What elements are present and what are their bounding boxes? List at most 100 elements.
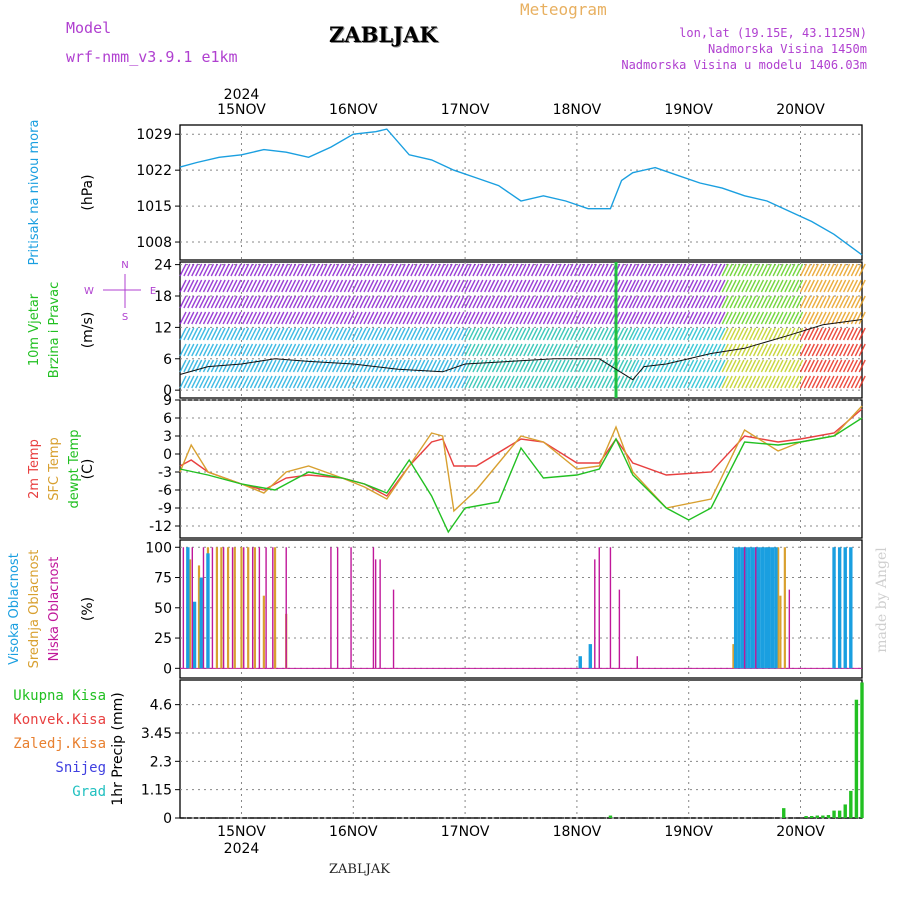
wind-barb	[378, 375, 387, 389]
wind-barb	[214, 279, 222, 293]
wind-barb	[675, 279, 683, 293]
cloud-bar-low	[191, 547, 193, 669]
model-elevation-text: Nadmorska Visina u modelu 1406.03m	[621, 58, 867, 72]
wind-barb	[605, 327, 613, 341]
wind-barb	[523, 343, 531, 357]
wind-barb	[593, 343, 601, 357]
wind-barb	[811, 359, 819, 373]
precip-bar	[804, 816, 808, 818]
wind-barb	[281, 279, 289, 293]
wind-barb	[749, 279, 757, 293]
wind-barb	[729, 375, 737, 389]
wind-barb	[795, 327, 804, 341]
wind-barb	[418, 327, 426, 341]
wind-barb	[402, 343, 410, 357]
wind-barb	[624, 263, 633, 277]
wind-barb	[764, 375, 772, 389]
wind-barb	[183, 343, 191, 357]
wind-barb	[752, 359, 761, 373]
wind-barb	[449, 327, 457, 341]
wind-barb	[445, 295, 453, 309]
wind-barb	[854, 311, 862, 325]
wind-barb	[679, 359, 687, 373]
wind-barb	[331, 279, 340, 293]
wind-barb	[694, 263, 703, 277]
wind-barb	[367, 311, 375, 325]
wind-barb	[503, 375, 511, 389]
wind-barb	[527, 263, 535, 277]
wind-barb	[527, 279, 535, 293]
wind-barb	[756, 311, 765, 325]
wind-barb	[308, 343, 316, 357]
wind-barb	[550, 375, 558, 389]
wind-barb	[234, 295, 242, 309]
wind-barb	[187, 263, 195, 277]
wind-barb	[507, 311, 515, 325]
wind-barb	[265, 295, 273, 309]
wind-barb	[566, 327, 574, 341]
wind-barb	[647, 327, 656, 341]
wind-barb	[823, 359, 831, 373]
wind-barb	[461, 327, 469, 341]
wind-barb	[554, 327, 562, 341]
wind-barb	[499, 311, 507, 325]
wind-barb	[425, 343, 434, 357]
wind-barb	[698, 279, 706, 293]
wind-barb	[683, 295, 691, 309]
wind-barb	[718, 263, 726, 277]
wind-barb	[480, 375, 488, 389]
wind-barb	[527, 327, 535, 341]
wind-barb	[733, 359, 741, 373]
wind-barb	[457, 295, 465, 309]
wind-barb	[464, 343, 472, 357]
wind-barb	[472, 327, 480, 341]
wind-barb	[581, 295, 590, 309]
wind-barb	[601, 327, 609, 341]
wind-barb	[316, 375, 324, 389]
precip-bar	[832, 810, 836, 818]
wind-barb	[577, 327, 586, 341]
wind-barb	[378, 311, 387, 325]
wind-barb	[218, 311, 226, 325]
wind-barb	[659, 343, 667, 357]
wind-barb	[725, 295, 733, 309]
wind-barb	[803, 359, 812, 373]
elevation-text: Nadmorska Visina 1450m	[708, 42, 867, 56]
wind-barb	[241, 343, 250, 357]
wind-barb	[300, 311, 308, 325]
wind-barb	[206, 263, 215, 277]
wind-barb	[534, 359, 543, 373]
wind-barb	[725, 327, 733, 341]
wind-barb	[566, 375, 574, 389]
wind-barb	[597, 375, 605, 389]
wind-barb	[339, 295, 348, 309]
wind-barb	[679, 343, 687, 357]
wind-barb	[776, 279, 784, 293]
wind-barb	[402, 375, 410, 389]
cloud-bar-high	[837, 547, 842, 669]
y-tick-label: -9	[158, 501, 172, 517]
wind-barb	[249, 375, 258, 389]
wind-barb	[324, 375, 332, 389]
wind-barb	[226, 311, 234, 325]
wind-barb	[792, 263, 800, 277]
wind-barb	[756, 263, 765, 277]
wind-barb	[421, 359, 430, 373]
wind-barb	[710, 327, 718, 341]
wind-barb	[464, 263, 472, 277]
wind-barb	[445, 311, 453, 325]
wind-barb	[347, 295, 355, 309]
wind-barb	[269, 375, 277, 389]
wind-barb	[511, 375, 519, 389]
wind-barb	[296, 343, 305, 357]
wind-barb	[253, 375, 261, 389]
wind-barb	[605, 311, 613, 325]
wind-barb	[710, 359, 718, 373]
wind-barb	[850, 295, 859, 309]
wind-barb	[550, 343, 558, 357]
wind-barb	[617, 327, 625, 341]
legend-precip: Grad	[72, 784, 106, 800]
wind-barb	[183, 279, 191, 293]
wind-barb	[651, 295, 659, 309]
wind-barb	[745, 263, 753, 277]
